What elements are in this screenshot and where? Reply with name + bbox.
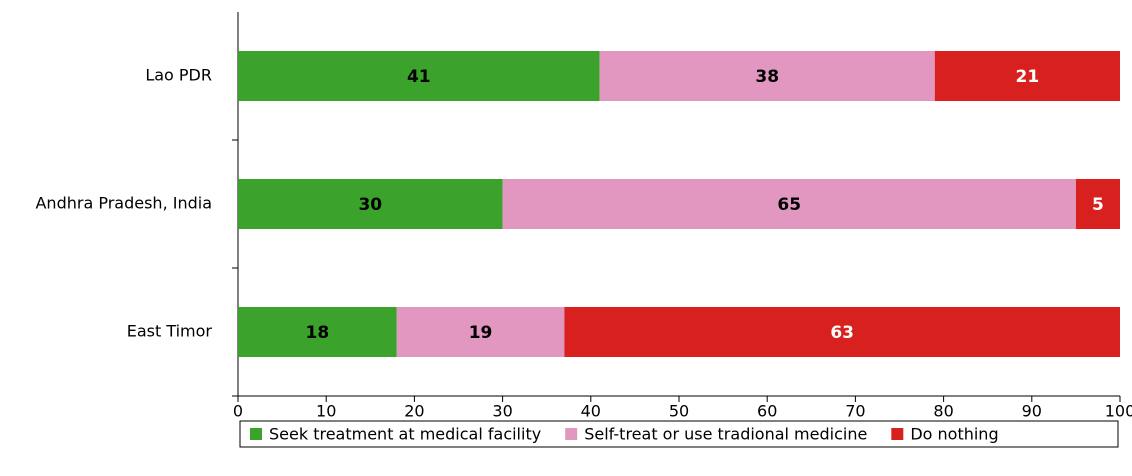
legend-label: Self-treat or use tradional medicine [584,425,867,444]
x-tick-label: 50 [669,402,689,421]
bar-segment [564,307,1120,357]
bar-segment [599,51,935,101]
bar-segment [396,307,565,357]
legend-swatch [250,428,262,440]
x-tick-label: 70 [845,402,865,421]
legend-swatch [891,428,904,440]
legend-box [239,420,1119,448]
data-label: 18 [306,323,330,343]
data-label: 41 [407,67,431,87]
bar-segment [238,51,600,101]
bar-segment [1075,179,1120,229]
bar-segment [238,179,503,229]
legend-label: Seek treatment at medical facility [269,425,541,444]
x-tick-label: 10 [316,402,336,421]
x-tick-label: 90 [1022,402,1042,421]
y-tick-label: East Timor [127,322,213,341]
x-tick-label: 40 [581,402,601,421]
x-tick-label: 60 [757,402,777,421]
x-tick-label: 20 [404,402,424,421]
data-label: 38 [755,67,779,87]
x-tick-label: 0 [233,402,243,421]
x-tick-label: 80 [933,402,953,421]
bar-segment [238,307,397,357]
bar-segment [502,179,1076,229]
data-label: 30 [358,195,382,215]
x-tick-label: 30 [492,402,512,421]
legend-label: Do nothing [910,425,998,444]
data-label: 65 [777,195,801,215]
data-label: 5 [1092,195,1104,215]
data-label: 21 [1016,67,1040,87]
data-label: 63 [830,323,854,343]
data-label: 19 [469,323,493,343]
x-tick-label: 100 [1105,402,1132,421]
y-tick-label: Lao PDR [145,66,212,85]
y-tick-label: Andhra Pradesh, India [35,194,212,213]
legend-swatch [565,428,578,440]
bar-segment [934,51,1120,101]
